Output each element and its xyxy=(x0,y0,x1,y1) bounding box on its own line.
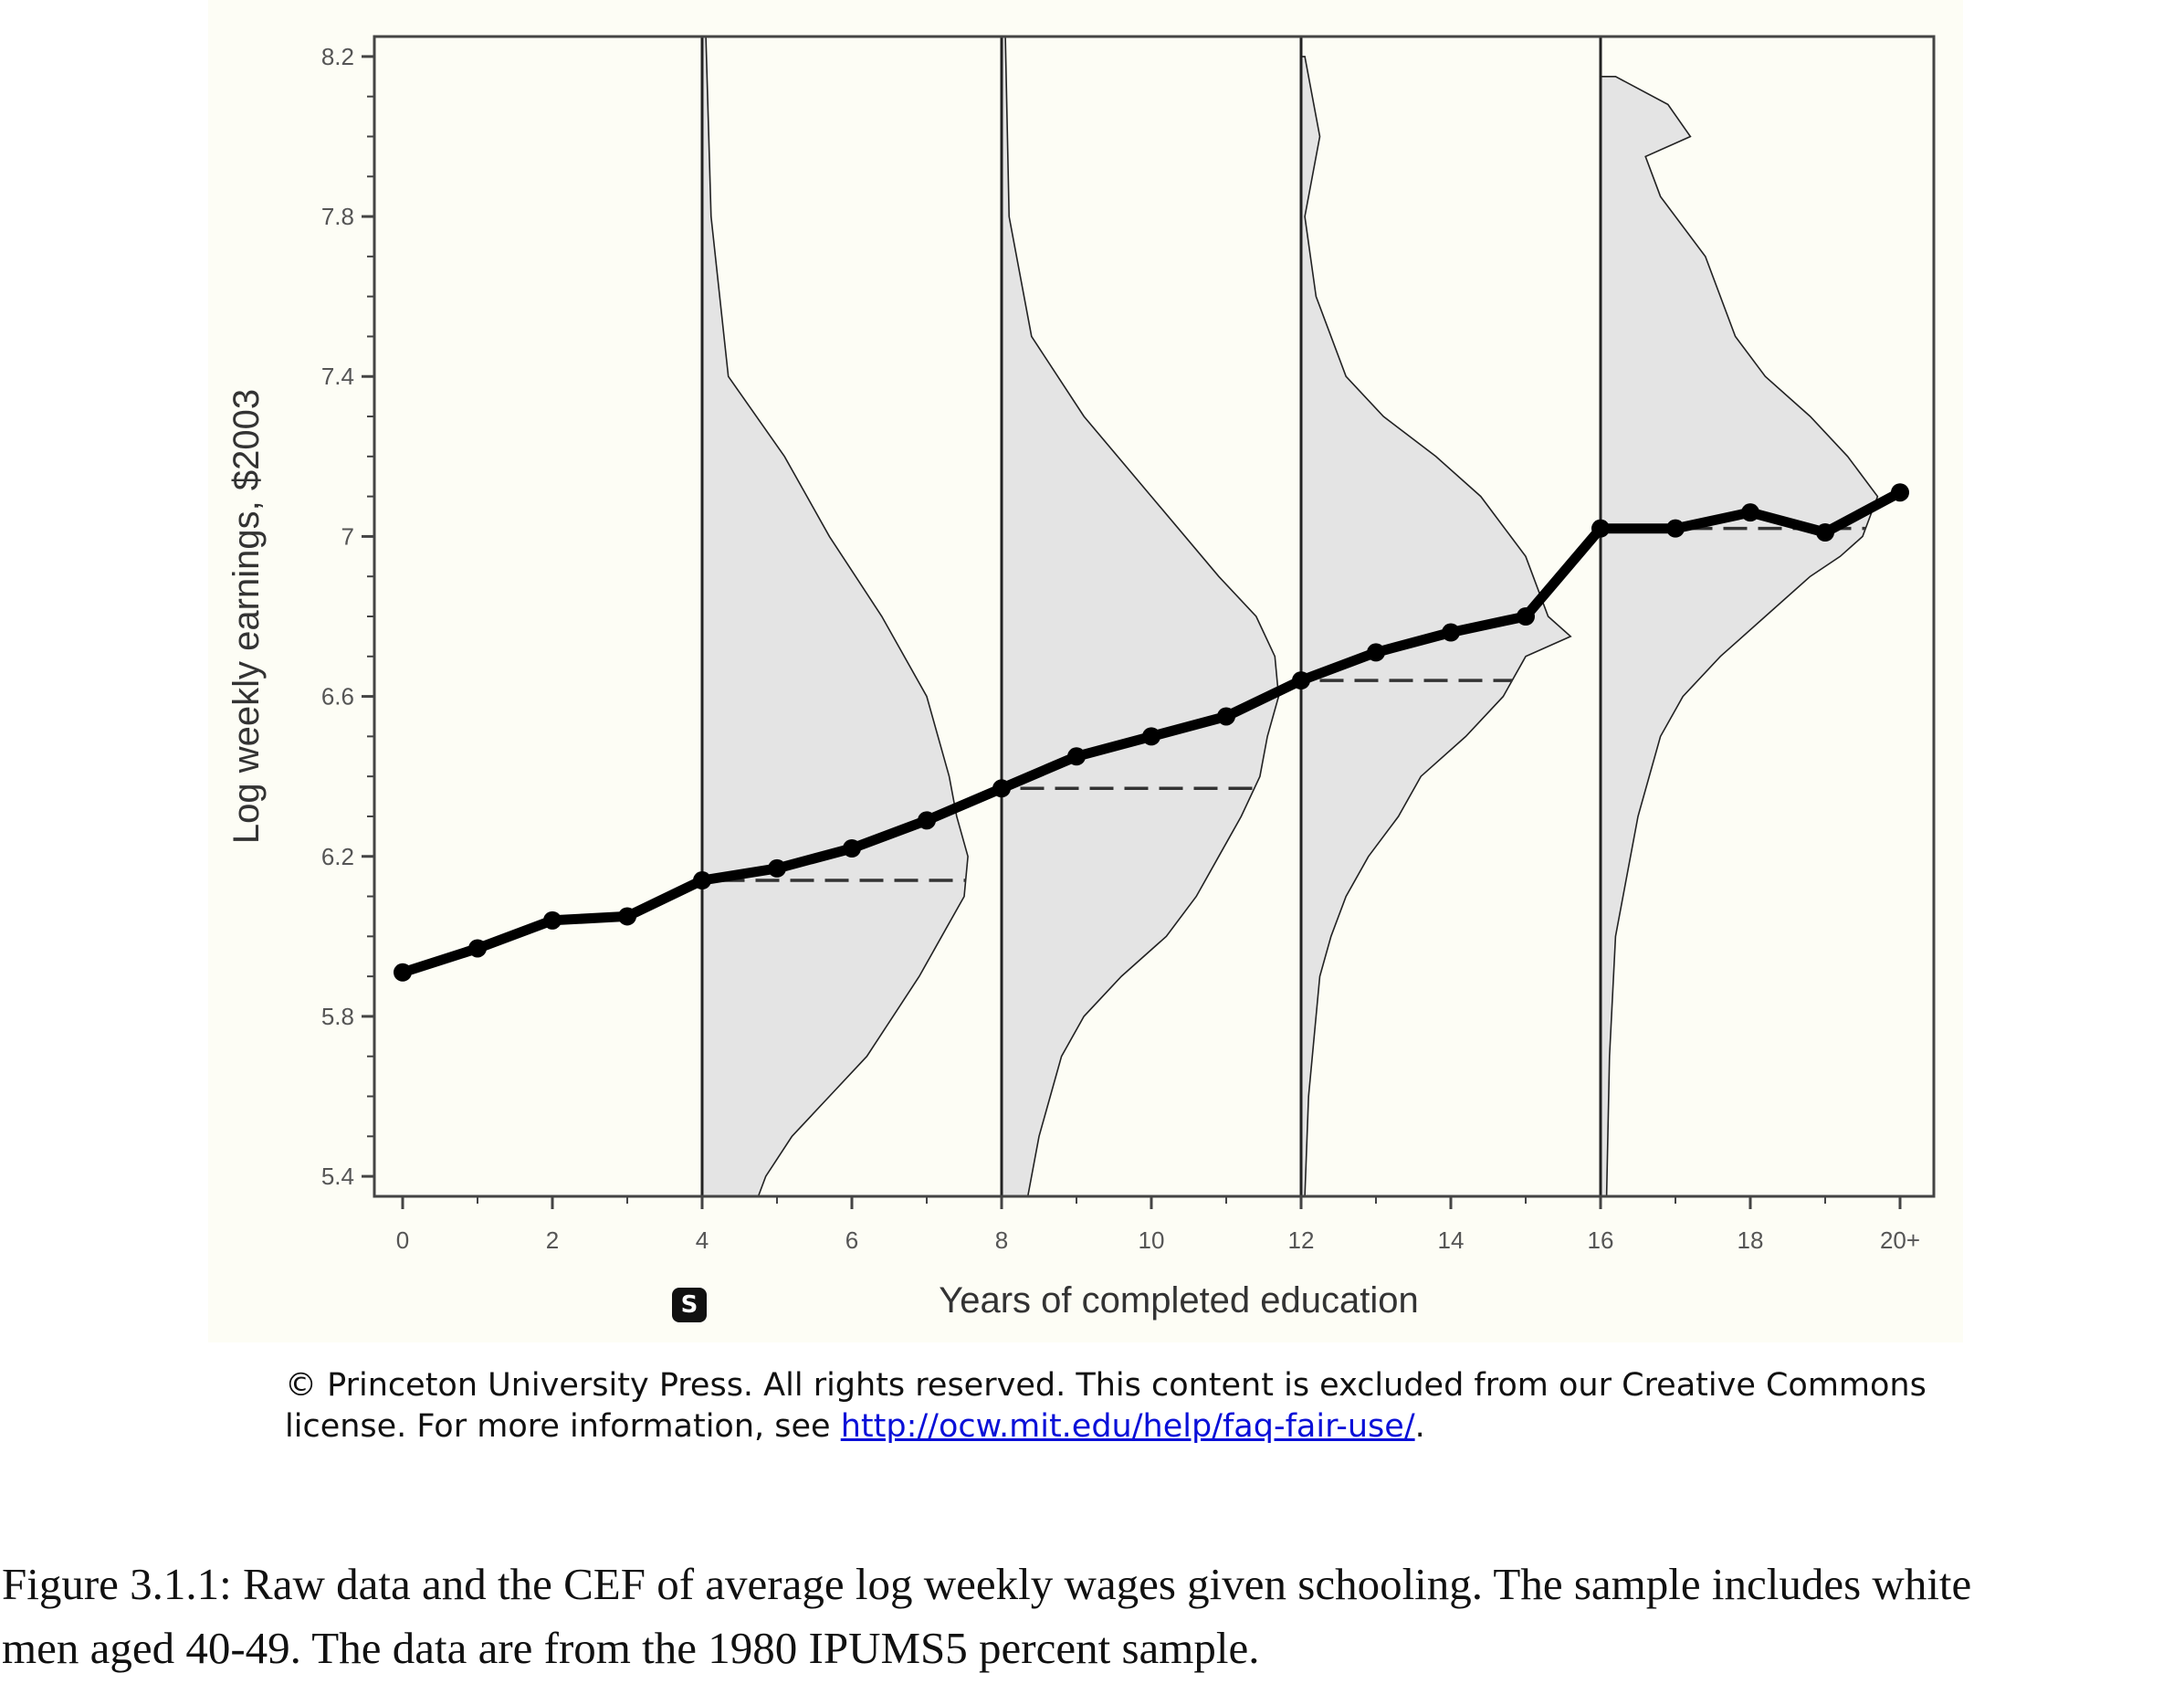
x-tick-label: 4 xyxy=(696,1226,709,1254)
x-axis-label: Years of completed education xyxy=(939,1280,1419,1321)
density-4 xyxy=(701,36,969,1197)
caption-line-2: men aged 40-49. The data are from the 19… xyxy=(2,1623,1260,1673)
cef-point xyxy=(394,963,412,982)
cef-point xyxy=(1591,519,1610,538)
cef-point xyxy=(1891,483,1909,502)
y-tick-label: 7.8 xyxy=(321,203,354,230)
x-tick-label: 10 xyxy=(1139,1226,1165,1254)
cef-point xyxy=(1217,707,1235,726)
caption-line-1: Figure 3.1.1: Raw data and the CEF of av… xyxy=(2,1559,1972,1609)
cef-point xyxy=(1292,671,1310,690)
y-tick-label: 6.6 xyxy=(321,683,354,710)
scribd-s-icon[interactable]: S xyxy=(672,1288,707,1322)
density-16 xyxy=(1600,75,1879,1197)
cef-point xyxy=(918,811,936,830)
y-tick-label: 6.2 xyxy=(321,843,354,870)
cef-point xyxy=(1067,747,1086,766)
x-tick-label: 14 xyxy=(1438,1226,1465,1254)
y-tick-label: 7 xyxy=(341,522,354,550)
cef-point xyxy=(768,858,786,878)
copyright-suffix: . xyxy=(1414,1408,1425,1445)
y-tick-label: 7.4 xyxy=(321,363,354,390)
cef-point xyxy=(1367,643,1385,662)
y-tick-label: 8.2 xyxy=(321,43,354,70)
density-layer xyxy=(700,36,1879,1197)
cef-point xyxy=(1741,503,1759,522)
cef-series-layer xyxy=(394,483,1909,982)
density-12 xyxy=(1300,56,1572,1197)
cef-point xyxy=(1666,519,1685,538)
copyright-text: © Princeton University Press. All rights… xyxy=(285,1367,1927,1445)
cef-point xyxy=(1517,607,1535,626)
x-tick-label: 20+ xyxy=(1880,1226,1920,1254)
fair-use-link[interactable]: http://ocw.mit.edu/help/faq-fair-use/ xyxy=(840,1408,1415,1445)
copyright-notice: © Princeton University Press. All rights… xyxy=(285,1365,1928,1447)
x-tick-label: 0 xyxy=(396,1226,409,1254)
x-tick-label: 18 xyxy=(1738,1226,1764,1254)
density-8 xyxy=(1001,36,1280,1197)
cef-point xyxy=(618,907,636,926)
figure-panel: 5.4 5.8 6.2 6.6 7 7.4 7.8 8.2 0 2 4 6 8 10 12 14 16 18 20+… xyxy=(208,0,1963,1342)
axes-layer: 5.4 5.8 6.2 6.6 7 7.4 7.8 8.2 0 2 4 6 8 10 12 14 16 18 20+ xyxy=(321,35,1936,1254)
x-tick-label: 2 xyxy=(546,1226,559,1254)
y-axis-label: Log weekly earnings, $2003 xyxy=(226,389,267,844)
cef-point xyxy=(843,839,861,858)
y-tick-label: 5.4 xyxy=(321,1163,354,1190)
figure-caption: Figure 3.1.1: Raw data and the CEF of av… xyxy=(2,1552,2184,1680)
cef-point xyxy=(543,910,562,930)
cef-point xyxy=(1816,523,1834,542)
chart: 5.4 5.8 6.2 6.6 7 7.4 7.8 8.2 0 2 4 6 8 10 12 14 16 18 20+… xyxy=(226,35,1936,1321)
x-tick-label: 16 xyxy=(1588,1226,1614,1254)
cef-point xyxy=(468,939,487,958)
cef-point xyxy=(1442,623,1460,642)
x-tick-label: 12 xyxy=(1288,1226,1315,1254)
x-tick-label: 8 xyxy=(995,1226,1008,1254)
cef-point xyxy=(1142,727,1160,746)
cef-point xyxy=(992,779,1011,798)
cef-point xyxy=(693,871,711,890)
y-tick-label: 5.8 xyxy=(321,1003,354,1030)
x-tick-label: 6 xyxy=(845,1226,858,1254)
